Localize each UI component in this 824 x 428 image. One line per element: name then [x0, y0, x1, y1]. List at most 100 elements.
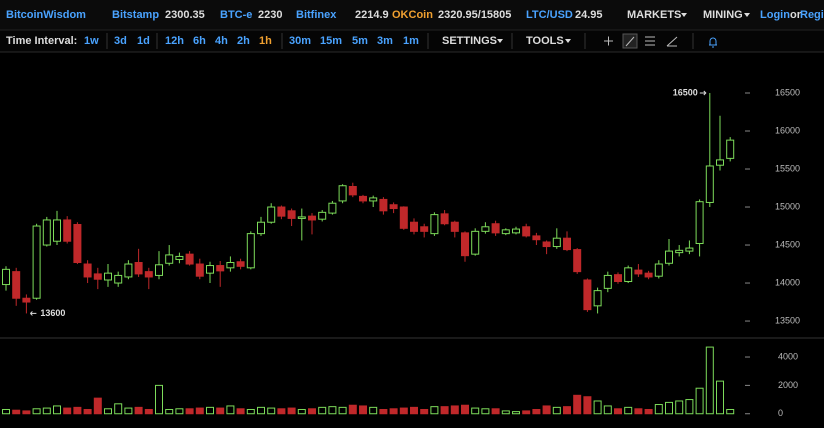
interval[interactable]: 2h [237, 35, 250, 47]
tools[interactable]: TOOLS [526, 35, 564, 47]
interval[interactable]: 1d [137, 35, 150, 47]
max-arrow [699, 90, 707, 96]
volume-bar [267, 407, 276, 415]
y-tick-label: 16500 [775, 87, 800, 97]
toolbar-separators [106, 33, 694, 49]
candle-body [705, 165, 714, 203]
interval[interactable]: 12h [165, 35, 184, 47]
volume-tick-label: 4000 [778, 351, 798, 361]
menu[interactable]: MARKETS [627, 9, 681, 21]
candle-body [491, 223, 500, 234]
candle-body [420, 226, 429, 232]
volume-bar [277, 408, 286, 415]
volume-bar [104, 408, 112, 415]
interval[interactable]: 3m [377, 35, 393, 47]
interval[interactable]: 1m [403, 35, 419, 47]
volume-bar [63, 407, 72, 415]
candle-body [634, 269, 643, 275]
candle-body [563, 237, 571, 251]
interval[interactable]: 5m [352, 35, 368, 47]
volume-bar [716, 380, 724, 415]
candle-body [665, 250, 673, 264]
candle-body [389, 204, 398, 210]
candle-body [532, 235, 541, 241]
ticker-price: 2214.9 [355, 9, 389, 21]
volume-bar [705, 346, 714, 415]
candle-body [226, 262, 235, 269]
volume-bar [359, 405, 367, 415]
menu[interactable]: MINING [703, 9, 743, 21]
volume-bar [338, 406, 347, 415]
candle-body [328, 202, 337, 214]
volume-bar [246, 408, 255, 415]
candle-body [134, 262, 143, 275]
ticker-name[interactable]: Bitstamp [112, 9, 159, 21]
volume-bar [573, 394, 582, 415]
volume-bar [593, 400, 602, 415]
volume-bar [420, 408, 429, 415]
candle-body [297, 216, 306, 219]
interval[interactable]: 1w [84, 35, 99, 47]
ticker-price: 2300.35 [165, 9, 205, 21]
volume-bar [287, 407, 296, 415]
volume-tick-label: 2000 [778, 380, 798, 390]
brand[interactable]: BitcoinWisdom [6, 9, 86, 21]
volume-bar [134, 406, 143, 415]
volume-bar [185, 408, 194, 415]
interval[interactable]: 1h [259, 35, 272, 47]
candle-body [461, 232, 469, 257]
ticker-name[interactable]: OKCoin [392, 9, 433, 21]
candle-body [144, 271, 153, 278]
volume-bar [32, 408, 41, 415]
candle-body [410, 221, 418, 232]
volume-bar [726, 408, 735, 415]
interval[interactable]: 6h [193, 35, 206, 47]
volume-tick-label: 0 [778, 408, 783, 418]
interval[interactable]: 4h [215, 35, 228, 47]
volume-bar [12, 409, 21, 415]
candle-body [573, 249, 582, 273]
ticker-name[interactable]: BTC-e [220, 9, 252, 21]
candle-body [22, 297, 31, 303]
volume-bar [195, 407, 204, 415]
register[interactable]: Regi [800, 9, 824, 21]
candle-body [2, 268, 10, 286]
volume-bar [583, 396, 592, 415]
interval[interactable]: 30m [289, 35, 311, 47]
volume-bar [216, 407, 225, 415]
drawing-tools[interactable] [604, 33, 717, 49]
volume-bar [522, 410, 531, 415]
toolbar [0, 30, 824, 52]
top-bar [0, 0, 824, 30]
volume-bar [144, 408, 153, 415]
volume-bar [695, 387, 704, 415]
volume-bar [614, 408, 622, 415]
ticker-name[interactable]: Bitfinex [296, 9, 337, 21]
candle-body [185, 253, 194, 265]
candle-body [308, 215, 316, 221]
candle-body [450, 221, 459, 232]
interval[interactable]: 15m [320, 35, 342, 47]
volume-bar [542, 405, 551, 415]
candle-body [124, 263, 133, 278]
candle-body [501, 229, 510, 235]
candle-body [726, 139, 735, 159]
volume-bar [318, 406, 327, 415]
candle-body [246, 233, 255, 269]
interval[interactable]: 3d [114, 35, 127, 47]
volume-bar [532, 408, 541, 415]
settings[interactable]: SETTINGS [442, 35, 497, 47]
ticker-name[interactable]: LTC/USD [526, 9, 573, 21]
candle-body [369, 197, 378, 202]
max-label: 16500 [673, 87, 698, 97]
candle-body [114, 274, 123, 284]
candle-body [348, 185, 357, 196]
candle-body [277, 206, 286, 217]
volume-bar [206, 406, 214, 415]
volume-bar [22, 410, 31, 415]
volume-bar [175, 408, 184, 415]
dropdown-caret [681, 13, 687, 17]
volume-bar [675, 400, 684, 415]
login[interactable]: Login [760, 9, 790, 21]
